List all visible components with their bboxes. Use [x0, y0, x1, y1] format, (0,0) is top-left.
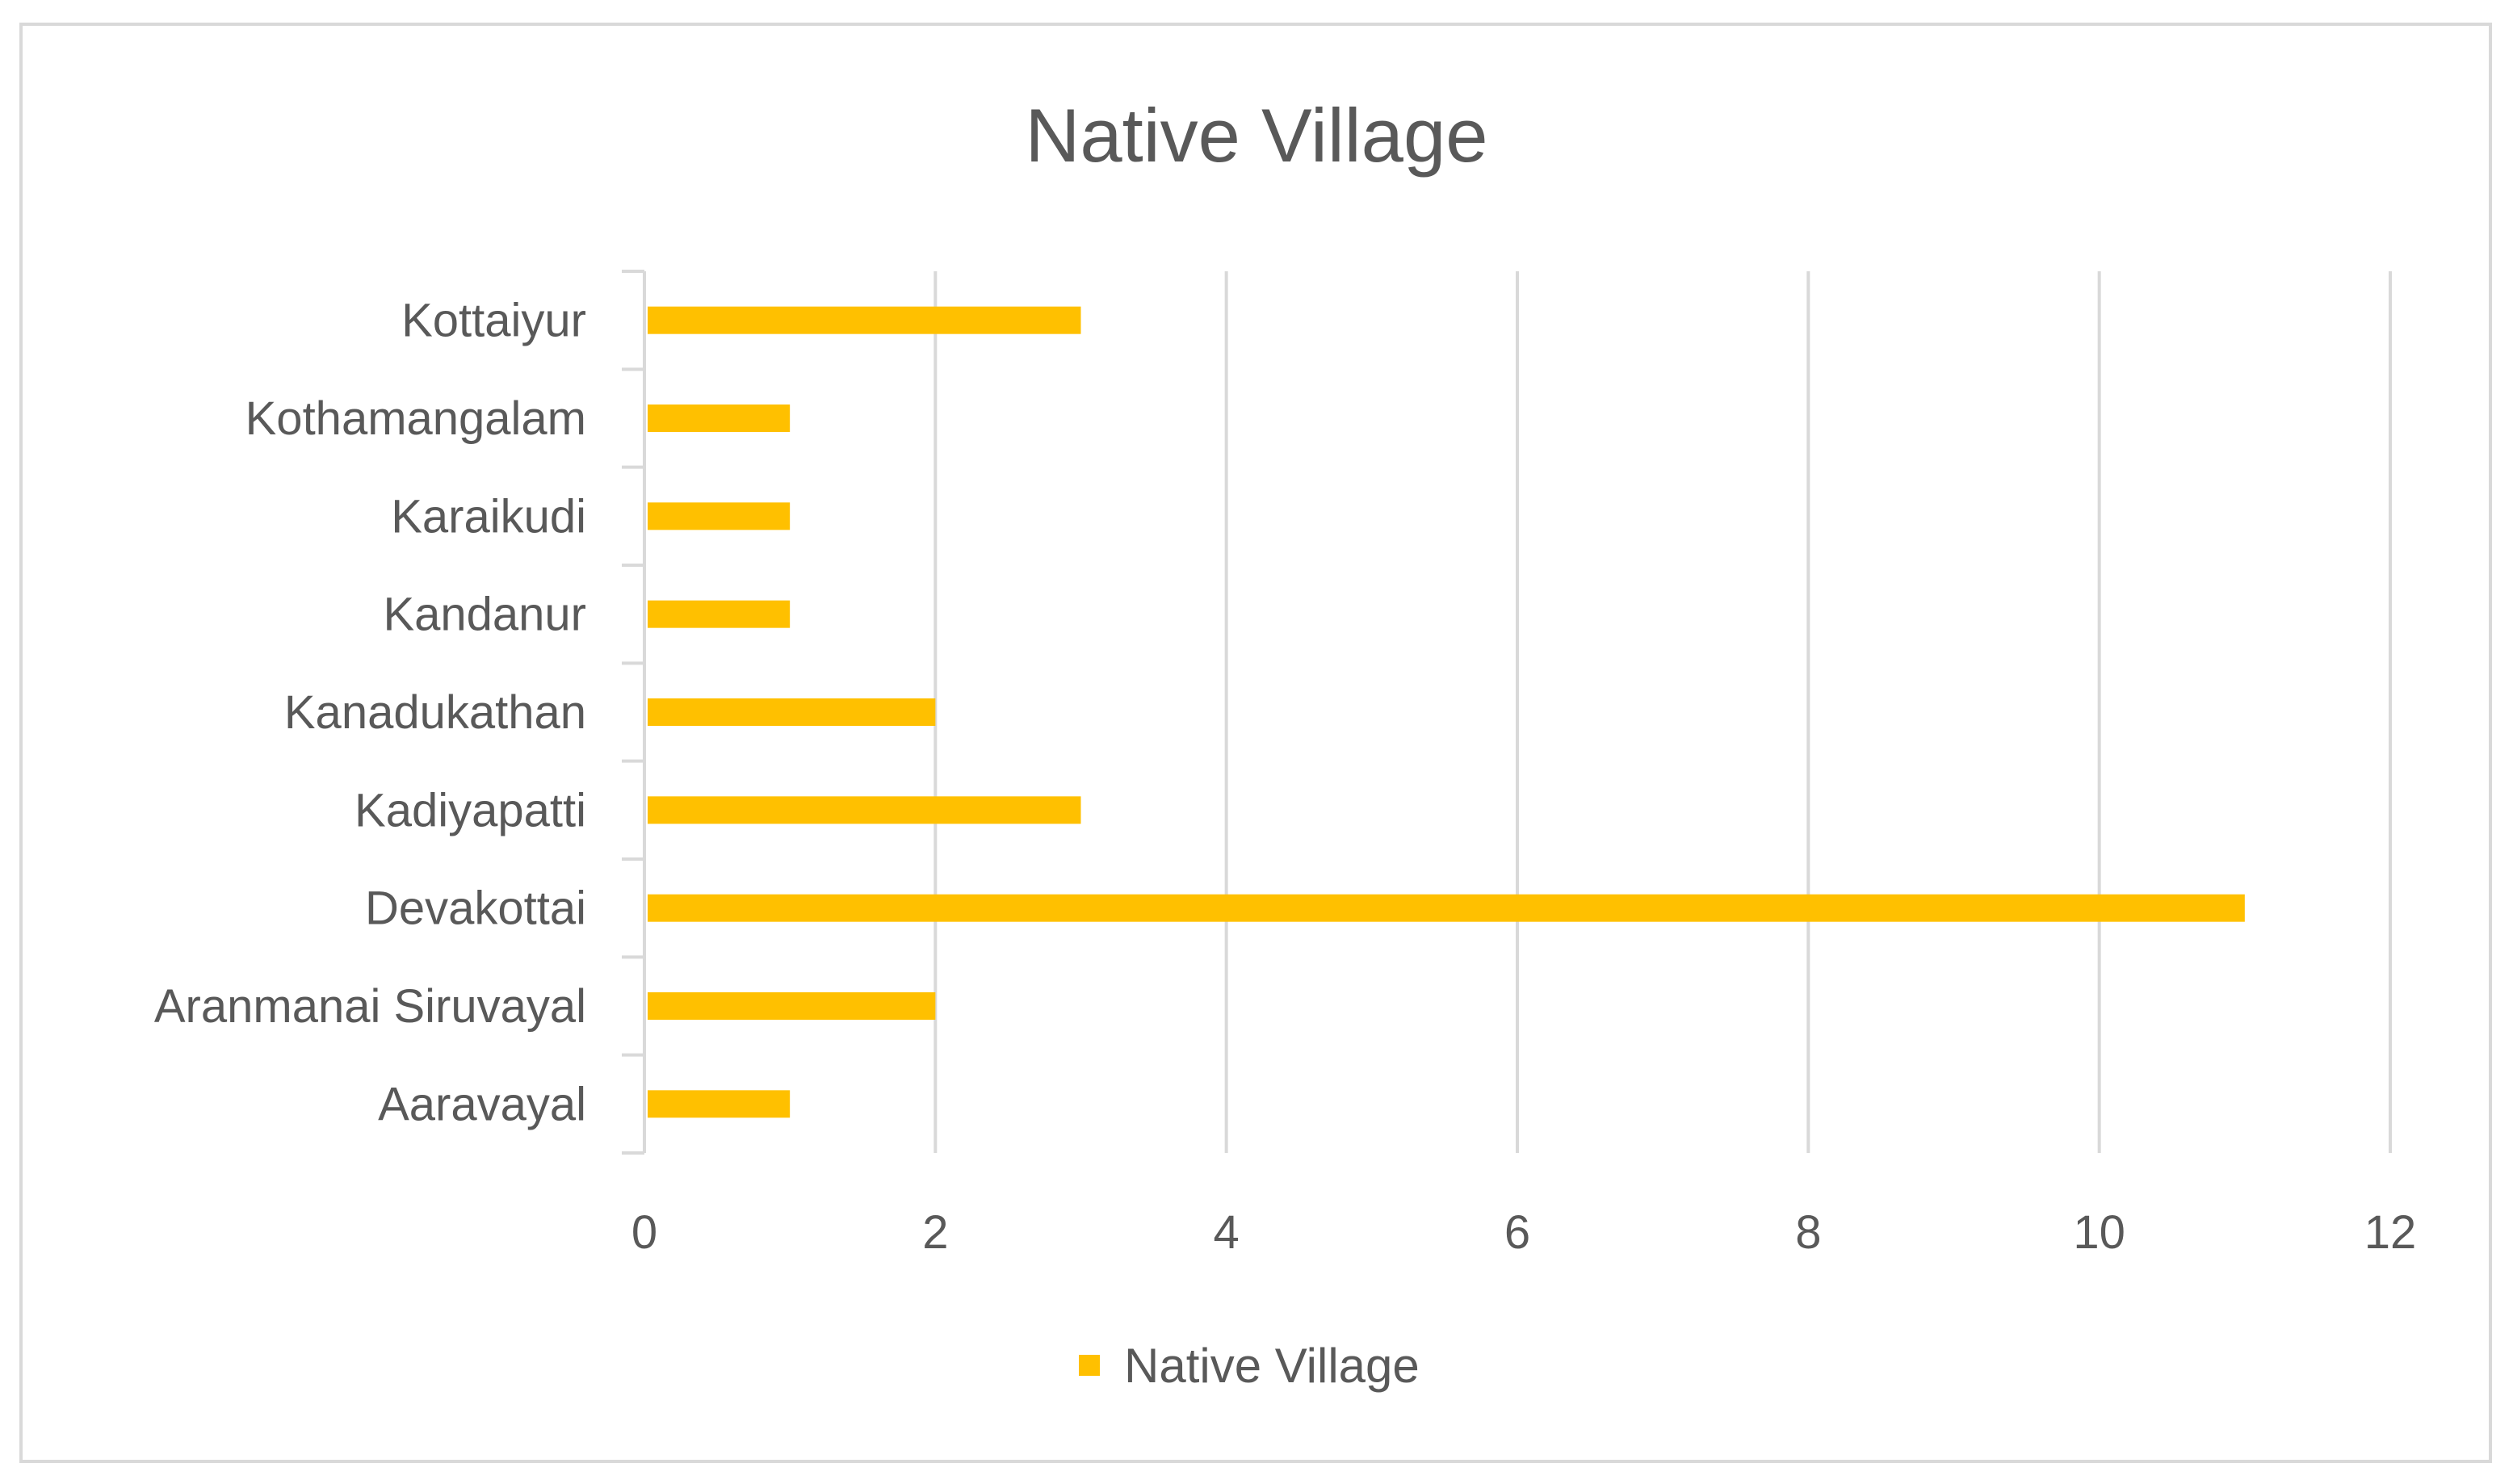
x-tick-label-4: 4 [1214, 1206, 1240, 1259]
bar-kandanur [648, 600, 791, 628]
category-label-kandanur: Kandanur [383, 589, 586, 641]
legend-label: Native Village [1124, 1339, 1420, 1393]
bar-aranmanai-siruvayal [648, 992, 936, 1020]
bar-kadiyapatti [648, 796, 1081, 824]
category-label-aaravayal: Aaravayal [378, 1078, 586, 1130]
category-label-kanadukathan: Kanadukathan [284, 686, 586, 739]
legend: Native Village [1079, 1339, 1420, 1393]
chart-title: Native Village [1025, 93, 1487, 178]
category-label-kadiyapatti: Kadiyapatti [355, 784, 586, 836]
x-tick-label-0: 0 [631, 1206, 657, 1259]
category-labels: Aaravayal Aranmanai Siruvayal Devakottai Ka… [154, 295, 586, 1131]
x-tick-label-2: 2 [922, 1206, 948, 1259]
category-label-devakottai: Devakottai [365, 882, 586, 935]
bar-kanadukathan [648, 698, 936, 726]
x-tick-label-6: 6 [1504, 1206, 1530, 1259]
bar-aaravayal [648, 1090, 791, 1118]
x-tick-label-8: 8 [1795, 1206, 1821, 1259]
bars [648, 306, 2245, 1118]
category-label-karaikudi: Karaikudi [391, 490, 586, 543]
x-tick-label-10: 10 [2073, 1206, 2125, 1259]
bar-kottaiyur [648, 306, 1081, 334]
x-tick-label-12: 12 [2364, 1206, 2417, 1259]
legend-swatch [1079, 1355, 1100, 1376]
category-label-kothamangalam: Kothamangalam [245, 392, 586, 445]
bar-karaikudi [648, 502, 791, 530]
category-axis [622, 270, 646, 1155]
bar-kothamangalam [648, 405, 791, 432]
category-label-aranmanai-siruvayal: Aranmanai Siruvayal [154, 980, 586, 1033]
category-label-kottaiyur: Kottaiyur [401, 295, 586, 347]
chart-frame [19, 23, 2492, 1463]
value-axis-tick-labels: 0 2 4 6 8 10 12 [631, 1206, 2416, 1259]
bar-devakottai [648, 894, 2245, 922]
